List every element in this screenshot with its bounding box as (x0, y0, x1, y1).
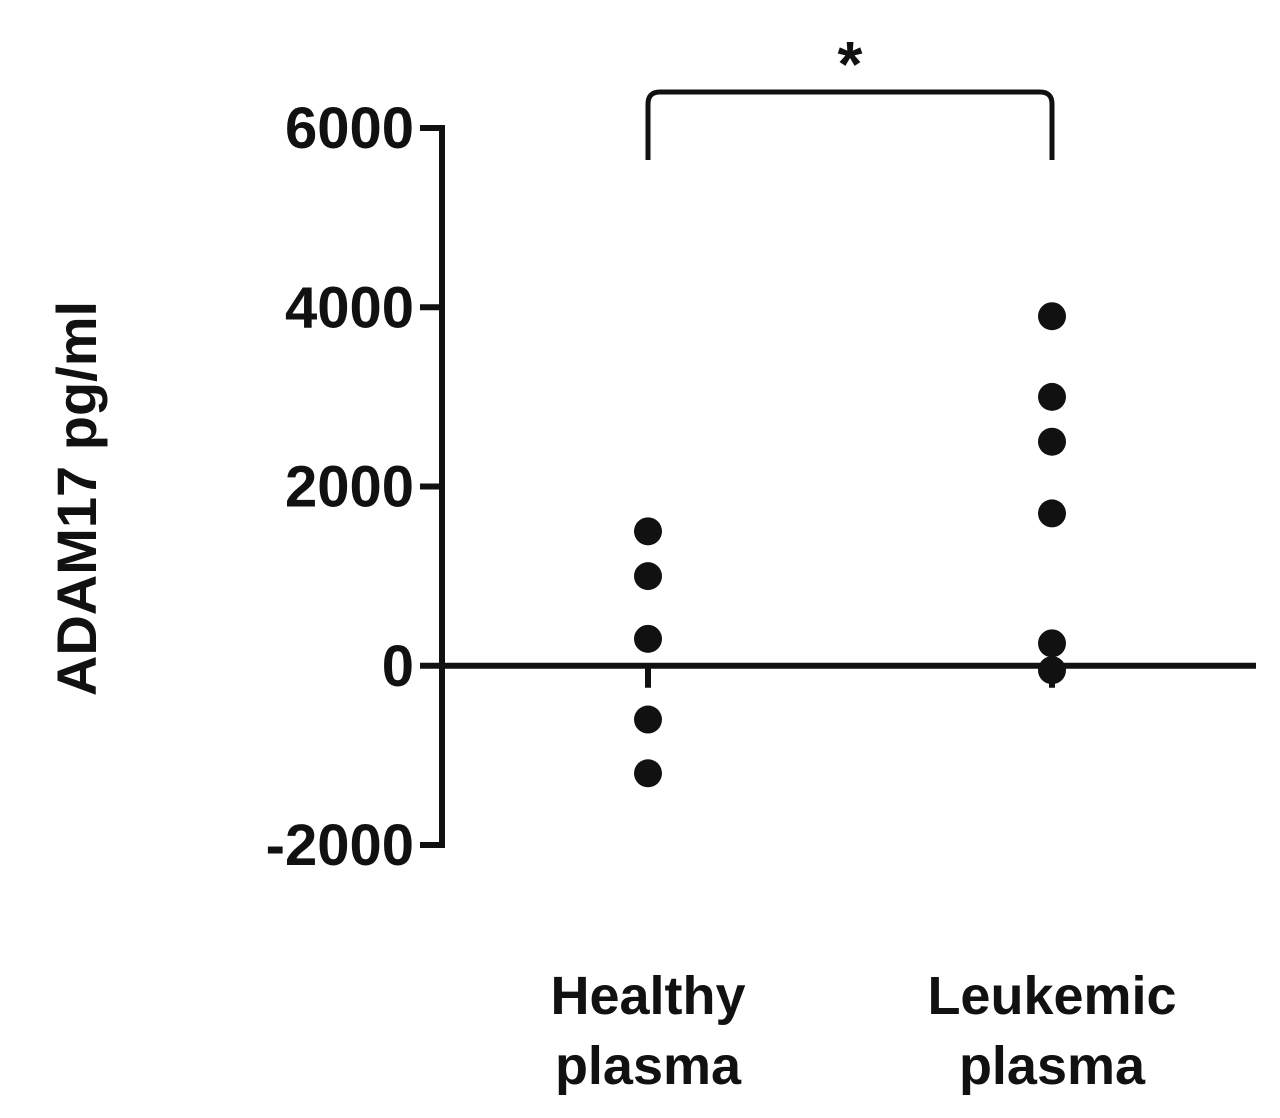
category-ticks (645, 665, 1055, 688)
y-axis-ticks: 6000 4000 2000 0 -2000 (266, 96, 442, 878)
category-label-line2: plasma (555, 1036, 742, 1096)
category-label-line1: Healthy (550, 966, 745, 1026)
significance-label: * (838, 28, 863, 100)
y-tick-label: 0 (382, 634, 414, 699)
category-label-line2: plasma (959, 1036, 1146, 1096)
data-point (1038, 629, 1066, 658)
y-axis-title: ADAM17 pg/ml (45, 301, 108, 696)
data-points (634, 302, 1066, 788)
data-point (1038, 656, 1066, 685)
data-point (1038, 302, 1066, 331)
significance-bracket (645, 89, 1055, 160)
data-point (1038, 427, 1066, 456)
data-point (634, 759, 662, 788)
data-point (634, 705, 662, 734)
data-point (1038, 382, 1066, 411)
y-tick-label: 4000 (285, 275, 414, 340)
data-point (634, 517, 662, 546)
data-point (1038, 499, 1066, 528)
y-tick-label: 6000 (285, 96, 414, 161)
y-tick-label: -2000 (266, 813, 414, 878)
category-label-line1: Leukemic (927, 966, 1176, 1026)
data-point (634, 562, 662, 591)
data-point (634, 624, 662, 653)
category-labels: Healthy plasma Leukemic plasma (550, 966, 1176, 1096)
y-tick-label: 2000 (285, 455, 414, 520)
